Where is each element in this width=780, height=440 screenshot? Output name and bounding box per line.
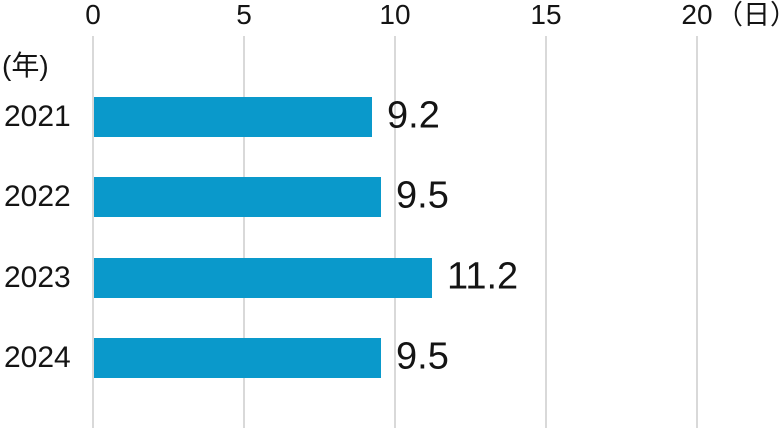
x-tick-label-20: 20 — [681, 0, 713, 30]
gridline-x-15 — [545, 36, 547, 428]
value-label-2022: 9.5 — [396, 174, 449, 217]
bar-2022 — [94, 177, 381, 217]
x-tick-label-15: 15 — [530, 0, 562, 30]
gridline-x-0 — [92, 36, 94, 428]
bar-2023 — [94, 258, 432, 298]
bar-2024 — [94, 338, 381, 378]
x-axis-unit-label: （日） — [716, 0, 780, 30]
category-label-2022: 2022 — [4, 180, 71, 213]
value-label-2023: 11.2 — [447, 255, 519, 298]
category-label-2024: 2024 — [4, 341, 71, 374]
value-label-2024: 9.5 — [396, 335, 449, 378]
gridline-x-10 — [394, 36, 396, 428]
gridline-x-20 — [696, 36, 698, 428]
bar-2021 — [94, 97, 372, 137]
x-tick-label-10: 10 — [379, 0, 411, 30]
value-label-2021: 9.2 — [387, 94, 440, 137]
gridline-x-5 — [243, 36, 245, 428]
y-axis-unit-label: (年) — [2, 50, 49, 81]
category-label-2023: 2023 — [4, 261, 71, 294]
category-label-2021: 2021 — [4, 100, 71, 133]
x-tick-label-0: 0 — [85, 0, 101, 30]
x-tick-label-5: 5 — [236, 0, 252, 30]
